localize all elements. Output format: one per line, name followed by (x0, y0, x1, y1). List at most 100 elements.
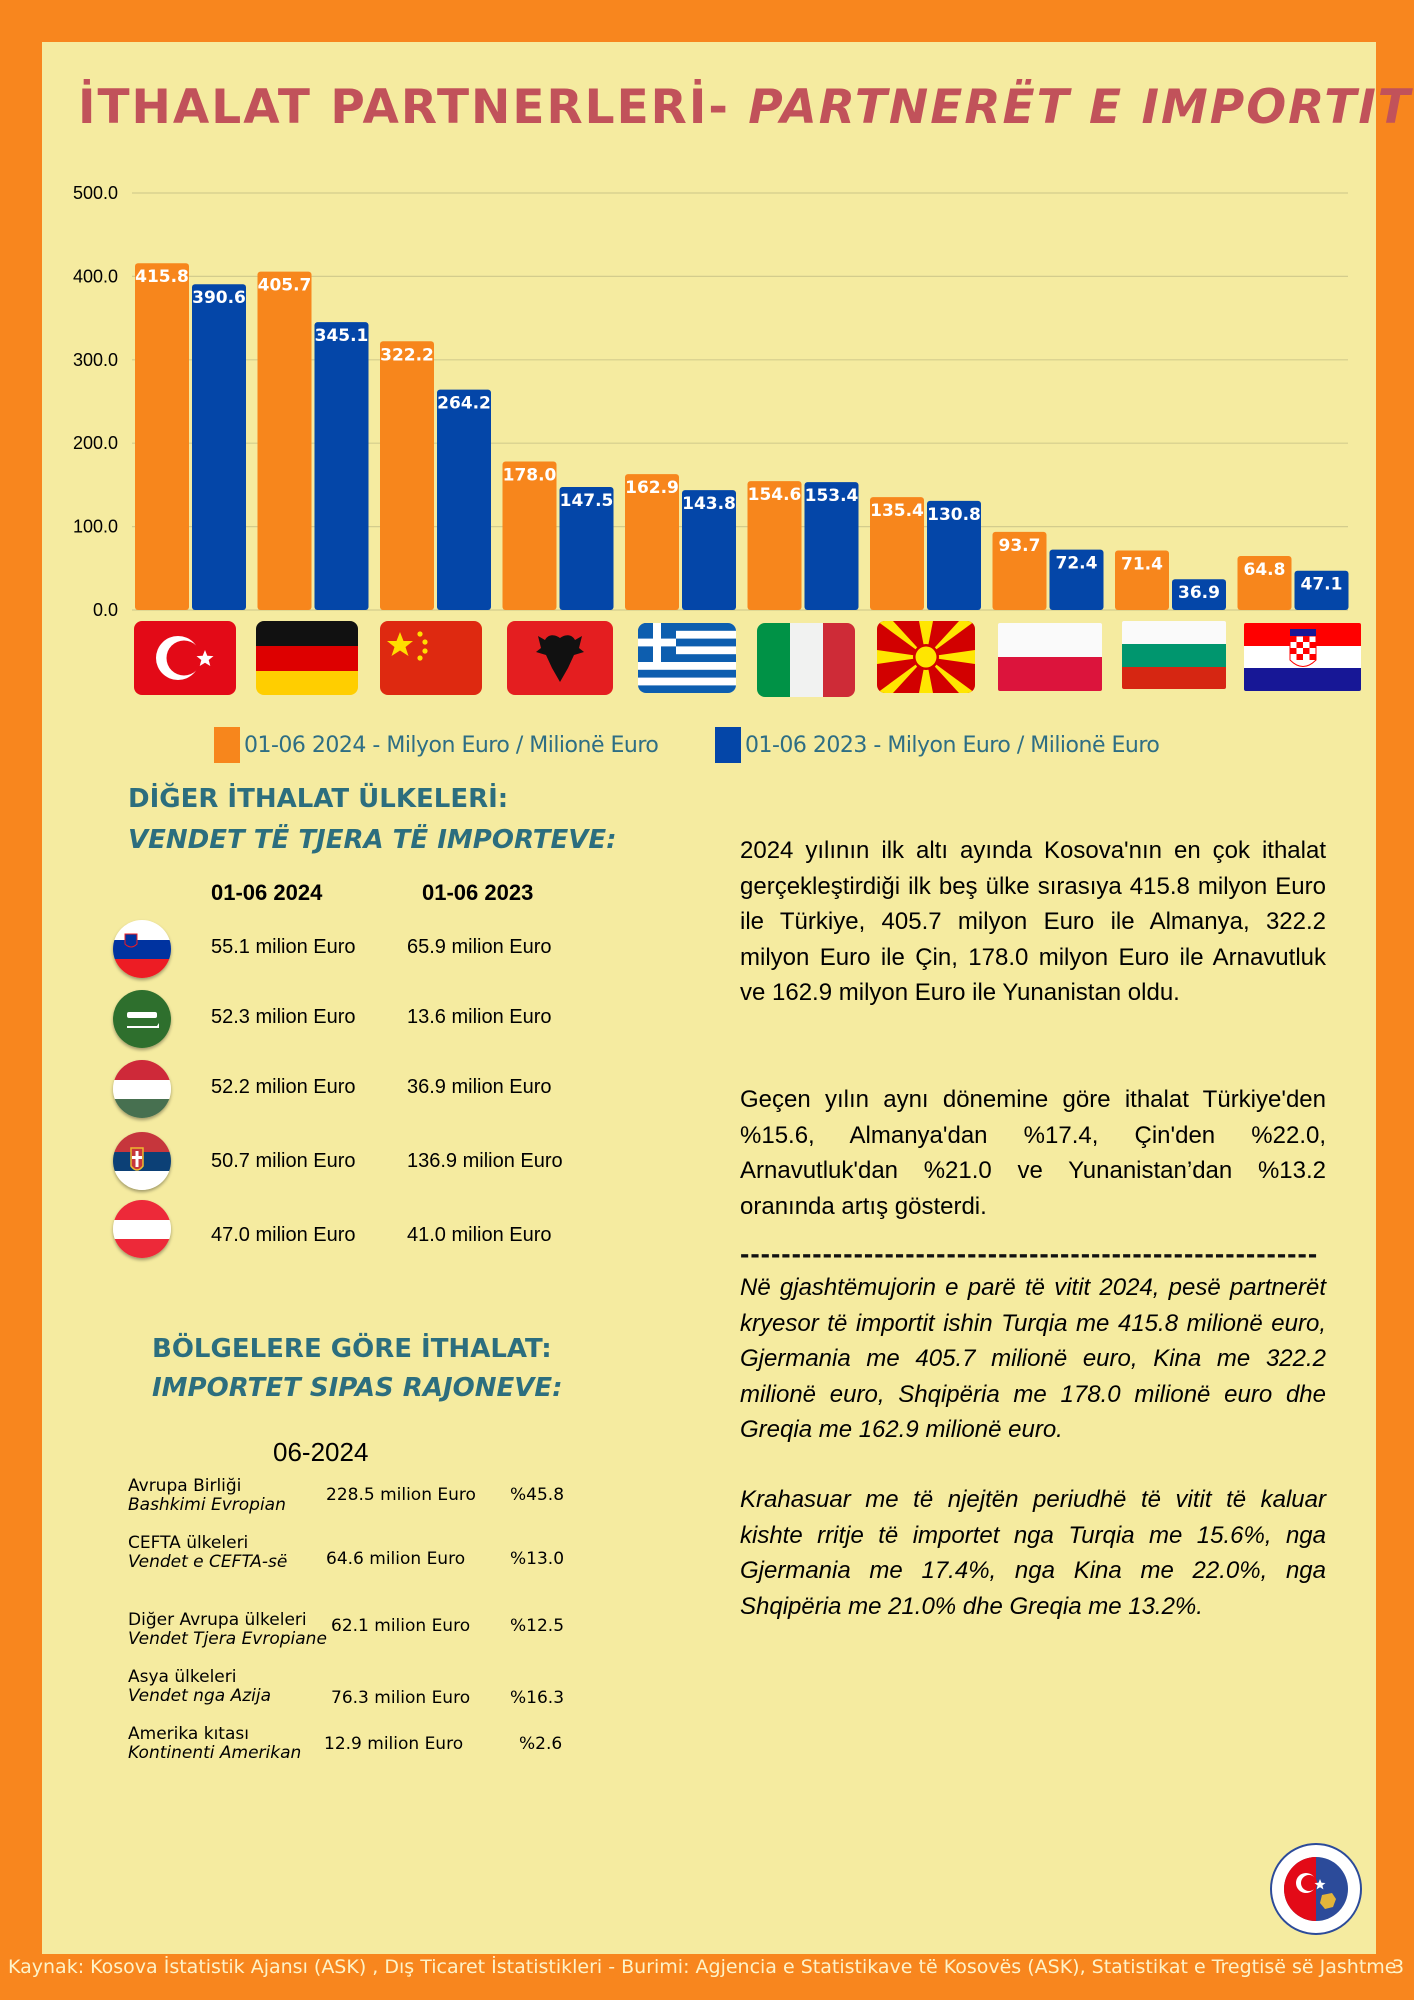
bar-value-label: 36.9 (1178, 583, 1220, 603)
title-albanian: PARTNERËT E IMPORTIT (748, 80, 1412, 135)
flag-slovenia-icon (113, 920, 171, 978)
bar-2023 (192, 284, 246, 610)
bar-2024 (625, 474, 679, 610)
legend-label-2023: 01-06 2023 - Milyon Euro / Milionë Euro (745, 732, 1160, 758)
row-value-2024: 47.0 milion Euro (211, 1224, 356, 1246)
bar-2023 (927, 500, 981, 610)
bar-value-label: 264.2 (437, 394, 491, 414)
bar-2023 (437, 389, 491, 610)
bar-value-label: 147.5 (560, 491, 614, 511)
bar-value-label: 47.1 (1301, 575, 1343, 595)
legend-swatch-2023 (715, 727, 741, 763)
regions-period: 06-2024 (273, 1437, 369, 1467)
table-row: 52.3 milion Euro 13.6 milion Euro (0, 986, 700, 1048)
y-tick-label: 500.0 (73, 183, 118, 203)
legend-swatch-2024 (214, 727, 240, 763)
region-name-tr: Amerika kıtası (128, 1724, 249, 1744)
bar-2024 (502, 461, 557, 610)
table-row: 47.0 milion Euro 41.0 milion Euro (0, 1200, 700, 1260)
region-name-sq: Vendet Tjera Evropiane (128, 1629, 327, 1649)
bar-value-label: 71.4 (1121, 554, 1163, 574)
row-value-2023: 13.6 milion Euro (407, 1006, 552, 1028)
flag-poland-icon (998, 623, 1102, 691)
region-value: 64.6 milion Euro (326, 1549, 466, 1569)
region-name-sq: Vendet nga Azija (128, 1686, 271, 1706)
flag-austria-icon (113, 1200, 171, 1258)
region-percent: %12.5 (510, 1616, 565, 1636)
row-value-2024: 55.1 milion Euro (211, 936, 356, 958)
region-percent: %2.6 (519, 1734, 563, 1754)
page-title: İTHALAT PARTNERLERİ- PARTNERËT E IMPORTI… (78, 80, 1412, 135)
region-name-tr: Asya ülkeleri (128, 1667, 237, 1687)
table-row: 52.2 milion Euro 36.9 milion Euro (0, 1056, 700, 1118)
flag-china-icon (380, 621, 482, 695)
region-name-sq: Bashkimi Evropian (128, 1495, 286, 1515)
bar-value-label: 322.2 (380, 345, 434, 365)
region-percent: %45.8 (510, 1485, 565, 1505)
flag-croatia-icon (1244, 623, 1361, 691)
column-header-2024: 01-06 2024 (211, 880, 323, 905)
import-partners-bar-chart: 0.0 100.0 200.0 300.0 400.0 500.0 (73, 183, 1361, 697)
legend-label-2024: 01-06 2024 - Milyon Euro / Milionë Euro (244, 732, 659, 758)
region-value: 12.9 milion Euro (324, 1734, 464, 1754)
bar-value-label: 143.8 (682, 494, 736, 514)
flag-hungary-icon (113, 1060, 171, 1118)
bar-2023 (1172, 579, 1226, 610)
table-row: 55.1 milion Euro 65.9 milion Euro (0, 916, 700, 978)
bar-2024 (1115, 550, 1169, 610)
bar-value-label: 390.6 (192, 288, 246, 308)
legend-item-2023: 01-06 2023 - Milyon Euro / Milionë Euro (715, 726, 1160, 764)
growth-paragraph-tr: Geçen yılın aynı dönemine göre ithalat T… (740, 1086, 1326, 1220)
bar-2024 (380, 341, 434, 610)
bar-2024 (135, 263, 189, 610)
page-number: 3 (1392, 1956, 1405, 1978)
regions-heading-sq: IMPORTET SIPAS RAJONEVE: (152, 1373, 563, 1403)
bar-value-label: 130.8 (927, 505, 981, 525)
flag-saudi-arabia-icon (113, 990, 171, 1048)
table-row: 50.7 milion Euro 136.9 milion Euro (0, 1130, 700, 1190)
bar-2023 (314, 322, 369, 610)
region-percent: %13.0 (510, 1549, 565, 1569)
column-header-2023: 01-06 2023 (422, 880, 534, 905)
bar-2023 (1294, 570, 1349, 610)
row-value-2023: 136.9 milion Euro (407, 1150, 563, 1172)
bar-value-label: 162.9 (625, 478, 679, 498)
bar-2024 (992, 531, 1047, 610)
bar-value-label: 72.4 (1056, 554, 1098, 574)
bar-2023 (804, 482, 859, 610)
row-value-2024: 52.3 milion Euro (211, 1006, 356, 1028)
y-tick-label: 0.0 (93, 600, 118, 620)
region-percent: %16.3 (510, 1688, 565, 1708)
flag-albania-icon (507, 621, 613, 695)
flag-bulgaria-icon (1122, 621, 1226, 689)
other-countries-heading-sq: VENDET TË TJERA TË IMPORTEVE: (128, 825, 617, 855)
y-tick-label: 100.0 (73, 517, 118, 537)
bar-2024 (870, 497, 924, 610)
source-footer: Kaynak: Kosova İstatistik Ajansı (ASK) ,… (8, 1956, 1397, 1978)
bar-2024 (1237, 555, 1292, 610)
region-name-tr: Diğer Avrupa ülkeleri (128, 1610, 307, 1630)
bar-value-label: 64.8 (1244, 560, 1286, 580)
bar-value-label: 415.8 (135, 267, 189, 287)
chamber-of-commerce-seal-icon (1270, 1843, 1362, 1935)
flag-turkey-icon (134, 621, 236, 695)
bar-value-label: 153.4 (805, 486, 859, 506)
summary-paragraph-tr: 2024 yılının ilk altı ayında Kosova'nın … (740, 837, 1326, 1006)
bar-value-label: 405.7 (258, 276, 312, 296)
region-value: 228.5 milion Euro (326, 1485, 476, 1505)
bar-2023 (559, 486, 614, 610)
region-value: 62.1 milion Euro (331, 1616, 471, 1636)
section-divider: ----------------------------------------… (740, 1238, 1319, 1264)
bar-value-label: 154.6 (748, 485, 802, 505)
flag-germany-icon (256, 621, 358, 695)
bar-2023 (682, 490, 736, 610)
row-value-2024: 52.2 milion Euro (211, 1076, 356, 1098)
flag-serbia-icon (113, 1132, 171, 1190)
region-name-sq: Kontinenti Amerikan (128, 1743, 302, 1763)
row-value-2023: 41.0 milion Euro (407, 1224, 552, 1246)
regions-heading-tr: BÖLGELERE GÖRE İTHALAT: (152, 1334, 552, 1364)
y-tick-label: 300.0 (73, 350, 118, 370)
other-countries-heading-tr: DİĞER İTHALAT ÜLKELERİ: (128, 784, 509, 814)
region-name-sq: Vendet e CEFTA-së (128, 1552, 288, 1572)
bar-value-label: 135.4 (870, 501, 924, 521)
